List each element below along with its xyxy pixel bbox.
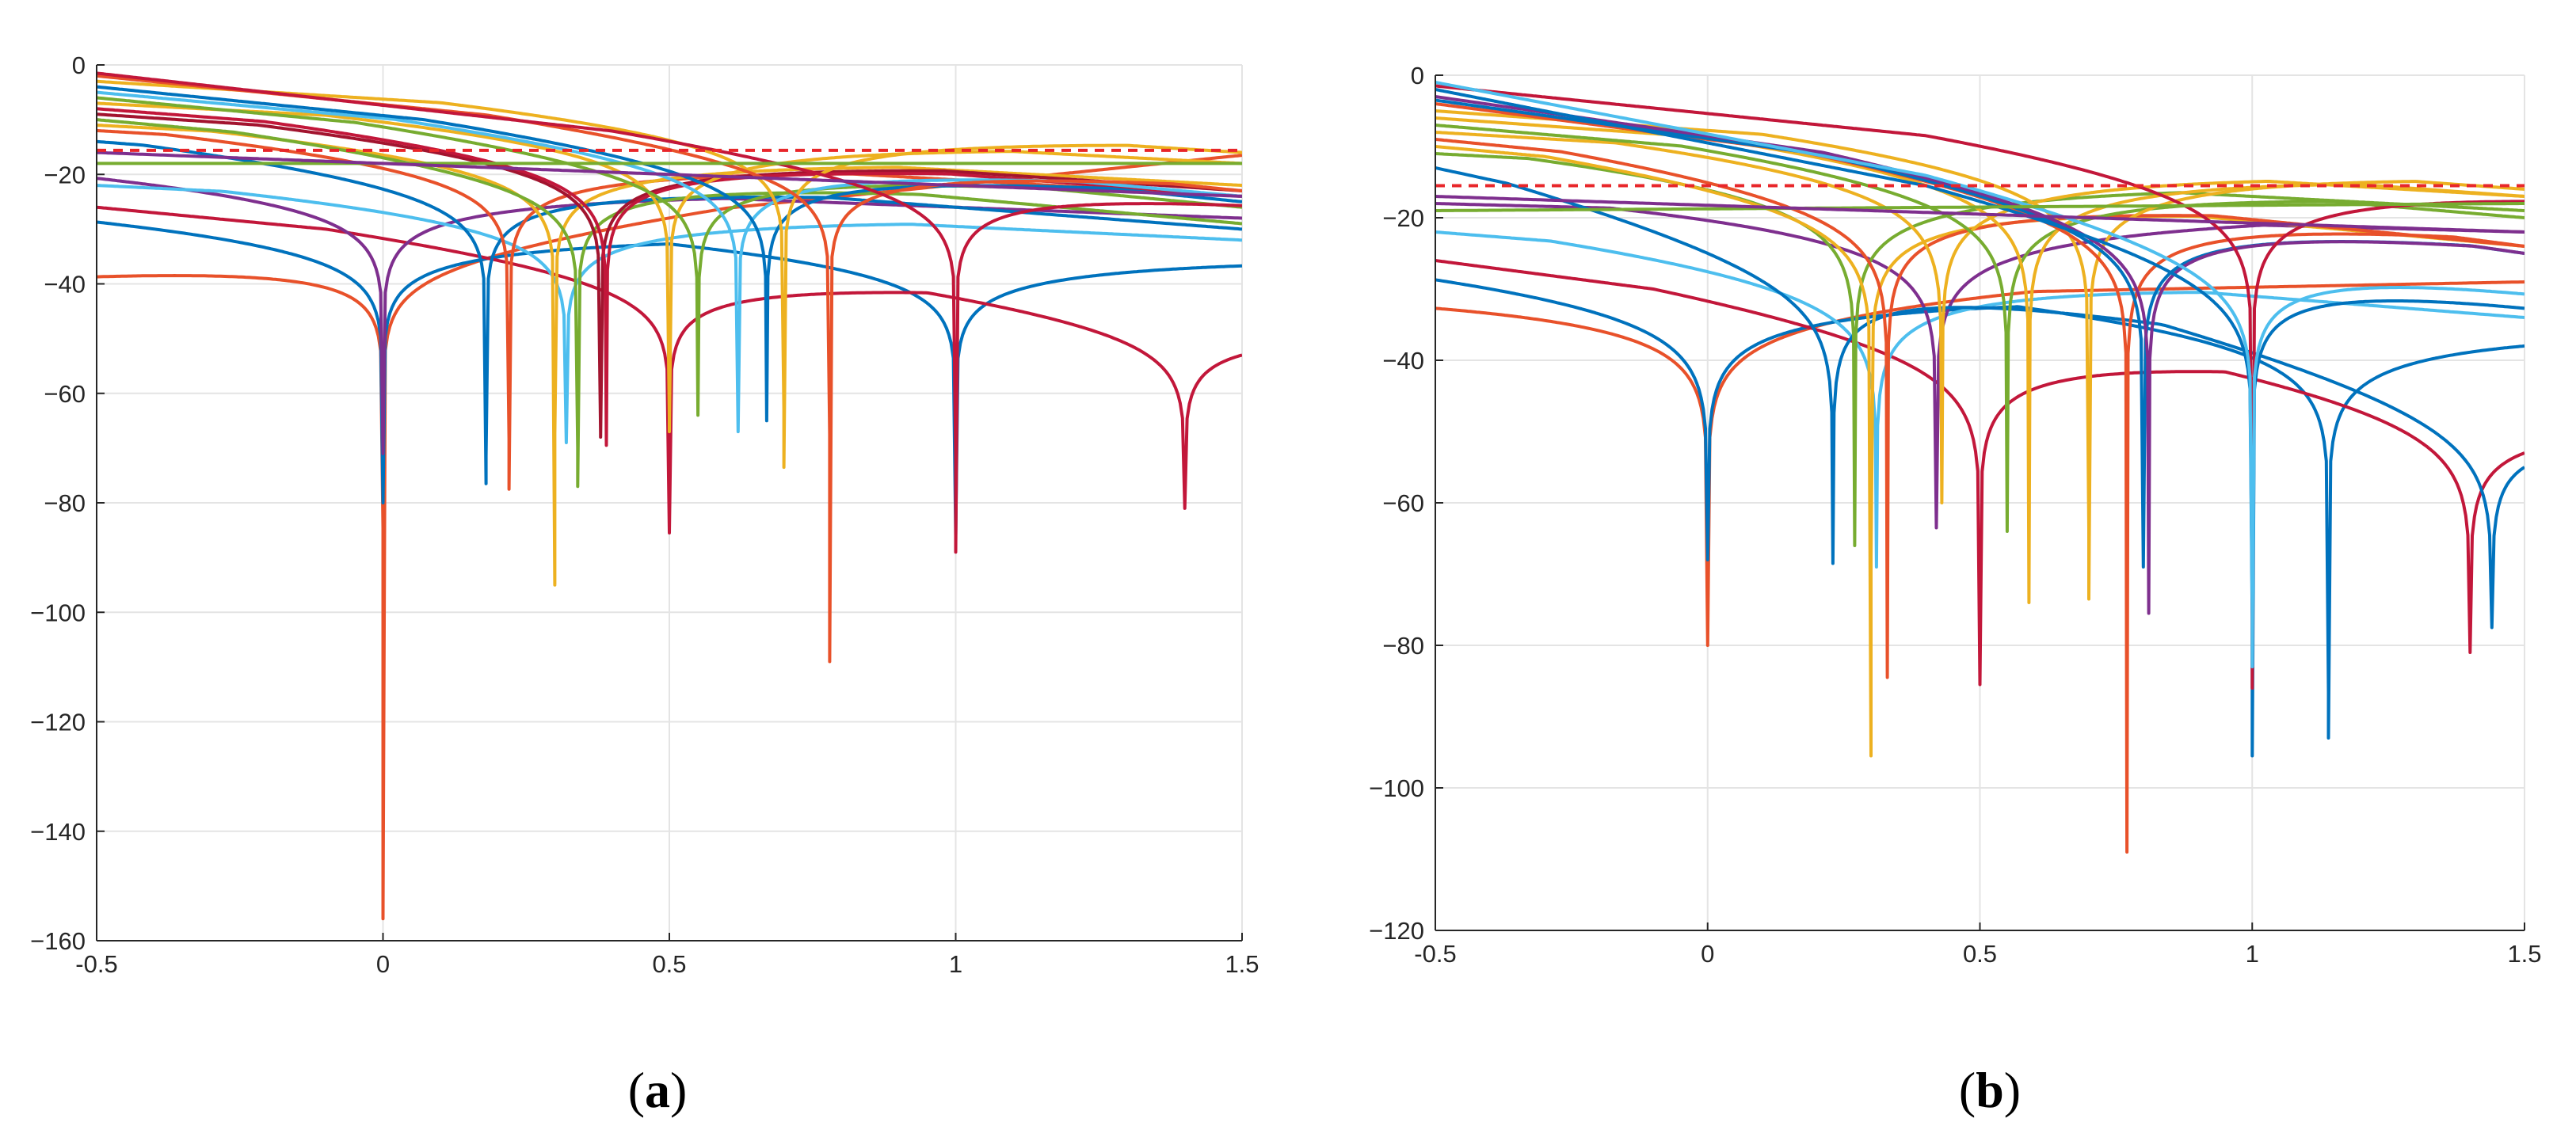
x-tick-label: 1.5 xyxy=(1225,950,1259,978)
x-tick-label: 1 xyxy=(949,950,962,978)
y-tick-label: −160 xyxy=(30,927,86,955)
series-line-s19 xyxy=(1435,81,2525,668)
y-tick-label: −120 xyxy=(30,709,86,736)
series-line-s21 xyxy=(1435,195,2525,234)
series-line-s12 xyxy=(97,101,1242,434)
series-line-s5 xyxy=(97,184,1242,444)
y-tick-label: −80 xyxy=(44,489,86,517)
plot-area xyxy=(97,71,1242,921)
y-tick-label: −20 xyxy=(1382,204,1424,232)
series-line-s1 xyxy=(1435,280,2525,647)
series-line-s16 xyxy=(1435,95,2525,615)
panel-a-label: (a) xyxy=(628,1062,688,1118)
y-tick-label: −60 xyxy=(1382,489,1424,517)
series-line-s2 xyxy=(97,220,1242,538)
x-tick-label: 1 xyxy=(2246,940,2259,968)
y-tick-label: −40 xyxy=(44,271,86,299)
panel-b-label: (b) xyxy=(1959,1062,2021,1118)
x-tick-label: -0.5 xyxy=(75,950,117,978)
y-tick-label: −100 xyxy=(1369,774,1424,802)
panel-b-chart: -0.5 0 0.5 1 1.5 0 −20 −40 −60 −80 −100 −120 xyxy=(1369,62,2541,968)
y-tick-label: 0 xyxy=(72,51,86,79)
y-tick-label: −140 xyxy=(30,818,86,846)
series-line-s20 xyxy=(1435,202,2525,212)
y-tick-label: −100 xyxy=(30,599,86,626)
plot-area xyxy=(1435,81,2525,854)
x-tick-label: 1.5 xyxy=(2507,940,2541,968)
series-line-s10 xyxy=(97,112,1242,439)
series-line-s15 xyxy=(97,85,1242,423)
x-tick-label: -0.5 xyxy=(1414,940,1456,968)
x-tick-label: 0.5 xyxy=(1963,940,1997,968)
series-line-s18 xyxy=(97,71,1242,554)
y-tick-label: 0 xyxy=(1411,62,1424,89)
x-tick-label: 0.5 xyxy=(652,950,686,978)
series-line-s20 xyxy=(97,150,1242,198)
x-tick-label: 0 xyxy=(1701,940,1714,968)
series-line-s11 xyxy=(1435,124,2525,533)
y-tick-label: −40 xyxy=(1382,347,1424,375)
x-tick-label: 0 xyxy=(376,950,390,978)
y-tick-label: −20 xyxy=(44,161,86,188)
panel-a-chart: -0.5 0 0.5 1 1.5 0 −20 −40 −60 −80 −100 −120 −140 −16… xyxy=(30,51,1259,978)
series-line-s6 xyxy=(1435,166,2525,630)
series-line-s3 xyxy=(97,205,1242,534)
series-line-s17 xyxy=(1435,88,2525,758)
series-line-s18 xyxy=(1435,84,2525,690)
y-tick-label: −60 xyxy=(44,380,86,408)
series-line-s3 xyxy=(1435,259,2525,687)
y-tick-label: −120 xyxy=(1369,917,1424,945)
y-tick-label: −80 xyxy=(1382,632,1424,660)
series-line-s9 xyxy=(1435,138,2525,679)
